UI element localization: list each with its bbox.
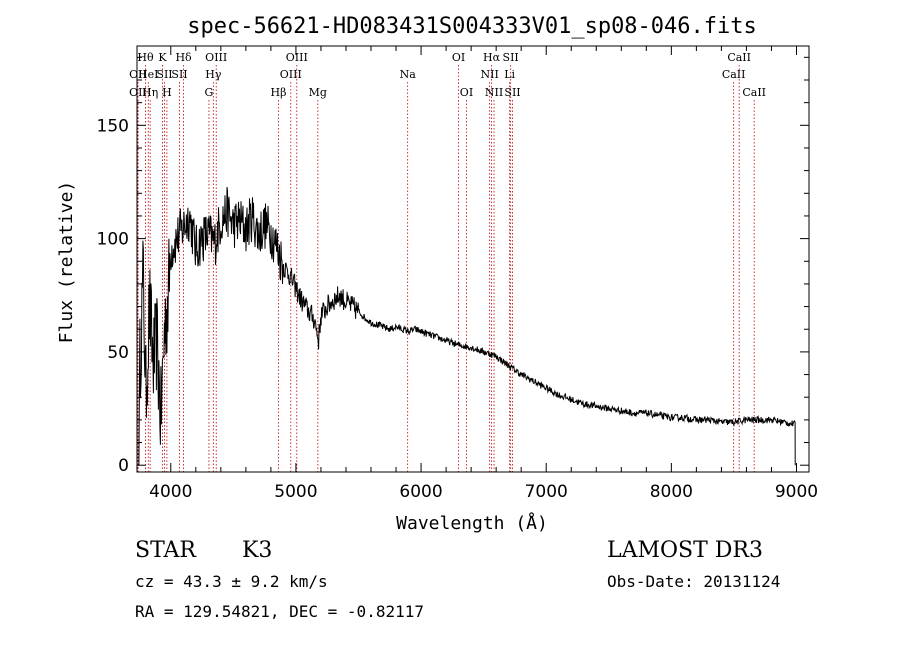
line-label-22: NII — [480, 68, 498, 81]
x-tick-label: 4000 — [149, 482, 192, 502]
line-label-15: Hβ — [271, 86, 287, 99]
x-tick-label: 5000 — [274, 482, 317, 502]
spectral-line-markers — [137, 65, 755, 472]
coordinates-readout: RA = 129.54821, DEC = -0.82117 — [135, 602, 424, 621]
line-label-23: Li — [504, 68, 515, 81]
x-tick-label: 9000 — [775, 482, 818, 502]
y-tick-label: 100 — [97, 230, 129, 250]
obs-date: Obs-Date: 20131124 — [607, 572, 781, 591]
line-label-7: H — [162, 86, 172, 99]
redshift-readout: cz = 43.3 ± 9.2 km/s — [135, 572, 328, 591]
line-label-16: Mg — [309, 86, 327, 99]
line-label-19: OI — [460, 86, 473, 99]
line-label-28: CaII — [742, 86, 766, 99]
line-label-18: OI — [452, 51, 465, 64]
line-label-21: SII — [503, 51, 519, 64]
object-class: STAR — [135, 538, 196, 563]
line-label-24: NII — [485, 86, 503, 99]
y-axis-label: Flux (relative) — [56, 181, 77, 344]
line-label-27: CaII — [722, 68, 746, 81]
line-label-13: OIII — [286, 51, 308, 64]
line-label-10: OIII — [205, 51, 227, 64]
line-label-3: HeI — [138, 68, 158, 81]
x-tick-label: 6000 — [399, 482, 442, 502]
line-label-12: G — [205, 86, 214, 99]
y-tick-label: 50 — [107, 343, 129, 363]
line-label-26: CaII — [727, 51, 751, 64]
y-tick-label: 0 — [118, 456, 129, 476]
line-label-2: Hθ — [137, 51, 154, 64]
line-label-6: SII — [156, 68, 172, 81]
x-tick-label: 7000 — [525, 482, 568, 502]
y-tick-label: 150 — [97, 116, 129, 136]
survey-label: LAMOST DR3 — [607, 538, 763, 563]
object-subclass: K3 — [242, 538, 273, 563]
line-label-9: SII — [171, 68, 187, 81]
plot-frame — [136, 45, 810, 473]
line-label-0: OII — [129, 68, 147, 81]
x-axis-label: Wavelength (Å) — [396, 512, 548, 534]
line-label-14: OIII — [280, 68, 302, 81]
spectral-line-labels: OIIOIIHθHeIHηKSIIHHδSIIOIIIHγGOIIIOIIIHβ… — [129, 51, 766, 99]
line-label-8: Hδ — [175, 51, 192, 64]
line-label-4: Hη — [142, 86, 158, 99]
line-label-25: SII — [504, 86, 520, 99]
line-label-11: Hγ — [205, 68, 222, 81]
x-axis-ticks: 4000 5000 6000 7000 8000 9000 — [149, 46, 818, 502]
line-label-5: K — [158, 51, 167, 64]
line-label-20: Hα — [483, 51, 501, 64]
line-label-17: Na — [400, 68, 417, 81]
x-tick-label: 8000 — [650, 482, 693, 502]
line-label-1: OII — [129, 86, 147, 99]
chart-title: spec-56621-HD083431S004333V01_sp08-046.f… — [187, 14, 757, 39]
y-axis-ticks: 0 50 100 150 — [97, 56, 809, 476]
flux-series-line — [138, 186, 796, 466]
